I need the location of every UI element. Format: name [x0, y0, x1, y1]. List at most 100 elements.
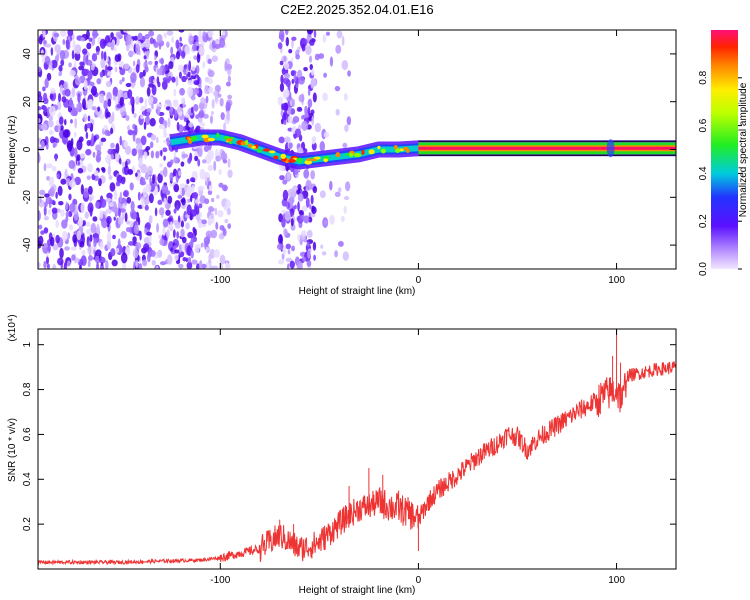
noise-speckle — [207, 58, 212, 65]
noise-speckle — [82, 48, 88, 55]
snr-y-ticks: 0.2 0.4 0.6 0.8 1 — [22, 341, 676, 531]
ridge-blotch — [406, 148, 410, 153]
noise-speckle — [171, 76, 176, 83]
noise-speckle — [125, 226, 132, 233]
noise-speckle — [119, 68, 126, 76]
noise-speckle — [69, 70, 76, 77]
noise-speckle — [334, 191, 341, 198]
noise-speckle — [280, 109, 284, 117]
noise-speckle — [217, 209, 224, 218]
noise-speckle — [208, 207, 215, 212]
noise-speckle — [189, 177, 196, 183]
noise-speckle — [207, 30, 214, 38]
noise-speckle — [82, 98, 86, 110]
noise-speckle — [135, 137, 142, 145]
noise-speckle — [99, 38, 106, 49]
noise-speckle — [48, 105, 56, 117]
noise-speckle — [282, 246, 287, 255]
noise-speckle — [321, 251, 327, 256]
noise-speckle — [68, 159, 76, 169]
noise-speckle — [120, 252, 128, 264]
noise-speckle — [113, 46, 117, 52]
noise-speckle — [178, 263, 184, 269]
noise-speckle — [48, 115, 54, 122]
noise-speckle — [110, 41, 115, 51]
noise-speckle — [127, 168, 134, 175]
noise-speckle — [223, 185, 227, 192]
noise-speckle — [187, 157, 192, 164]
noise-speckle — [86, 175, 91, 180]
noise-speckle — [110, 153, 114, 160]
noise-speckle — [344, 181, 351, 192]
noise-speckle — [309, 203, 312, 210]
ridge-blotch — [187, 139, 193, 144]
noise-speckle — [185, 200, 188, 208]
noise-speckle — [218, 182, 224, 188]
noise-speckle — [55, 234, 60, 244]
noise-speckle — [312, 135, 317, 144]
noise-speckle — [74, 147, 78, 159]
noise-speckle — [63, 82, 68, 90]
snr-frame — [37, 328, 677, 570]
noise-speckle — [72, 39, 76, 51]
noise-speckle — [203, 236, 210, 246]
noise-speckle — [43, 163, 47, 172]
noise-speckle — [71, 254, 76, 261]
noise-speckle — [173, 254, 179, 262]
noise-speckle — [77, 161, 81, 166]
colorbar-label: Normalized spectral amplitude — [738, 82, 749, 217]
noise-speckle — [337, 240, 344, 247]
noise-speckle — [92, 151, 96, 158]
noise-speckle — [74, 44, 82, 55]
noise-speckle — [311, 206, 317, 215]
noise-speckle — [105, 154, 112, 165]
noise-speckle — [279, 82, 285, 92]
noise-speckle — [144, 116, 151, 126]
noise-speckle — [101, 167, 106, 173]
noise-speckle — [292, 115, 300, 123]
noise-speckle — [108, 60, 111, 67]
noise-speckle — [106, 91, 112, 103]
noise-speckle — [207, 69, 215, 78]
noise-speckle — [130, 72, 137, 84]
noise-speckle — [301, 93, 304, 103]
noise-speckle — [81, 249, 86, 256]
noise-speckle — [44, 43, 52, 48]
noise-speckle — [322, 34, 327, 43]
noise-speckle — [205, 95, 209, 104]
noise-speckle — [306, 30, 314, 35]
noise-speckle — [298, 209, 304, 216]
noise-speckle — [121, 111, 127, 116]
noise-speckle — [178, 30, 185, 33]
noise-speckle — [154, 55, 157, 61]
noise-speckle — [163, 155, 166, 161]
noise-speckle — [39, 195, 42, 204]
noise-speckle — [187, 231, 194, 239]
x-tick-label: 100 — [608, 575, 625, 586]
noise-speckle — [49, 93, 54, 100]
noise-speckle — [278, 136, 285, 144]
noise-speckle — [74, 118, 78, 129]
noise-speckle — [163, 131, 168, 138]
noise-speckle — [74, 176, 81, 186]
noise-speckle — [133, 35, 139, 41]
noise-speckle — [38, 210, 41, 222]
noise-speckle — [199, 168, 206, 180]
noise-speckle — [87, 246, 94, 255]
noise-speckle — [115, 180, 121, 187]
noise-speckle — [329, 56, 334, 67]
noise-speckle — [38, 94, 43, 103]
noise-speckle — [159, 261, 167, 266]
noise-speckle — [44, 193, 50, 198]
noise-speckle — [87, 115, 91, 122]
spectrogram-image — [38, 30, 676, 269]
ridge-blotch — [240, 141, 246, 146]
noise-speckle — [334, 85, 341, 92]
noise-speckle — [306, 229, 313, 238]
noise-speckle — [174, 249, 180, 254]
noise-speckle — [170, 46, 174, 55]
noise-speckle — [85, 101, 90, 109]
noise-speckle — [138, 97, 144, 104]
noise-speckle — [90, 222, 97, 234]
noise-speckle — [142, 186, 148, 198]
